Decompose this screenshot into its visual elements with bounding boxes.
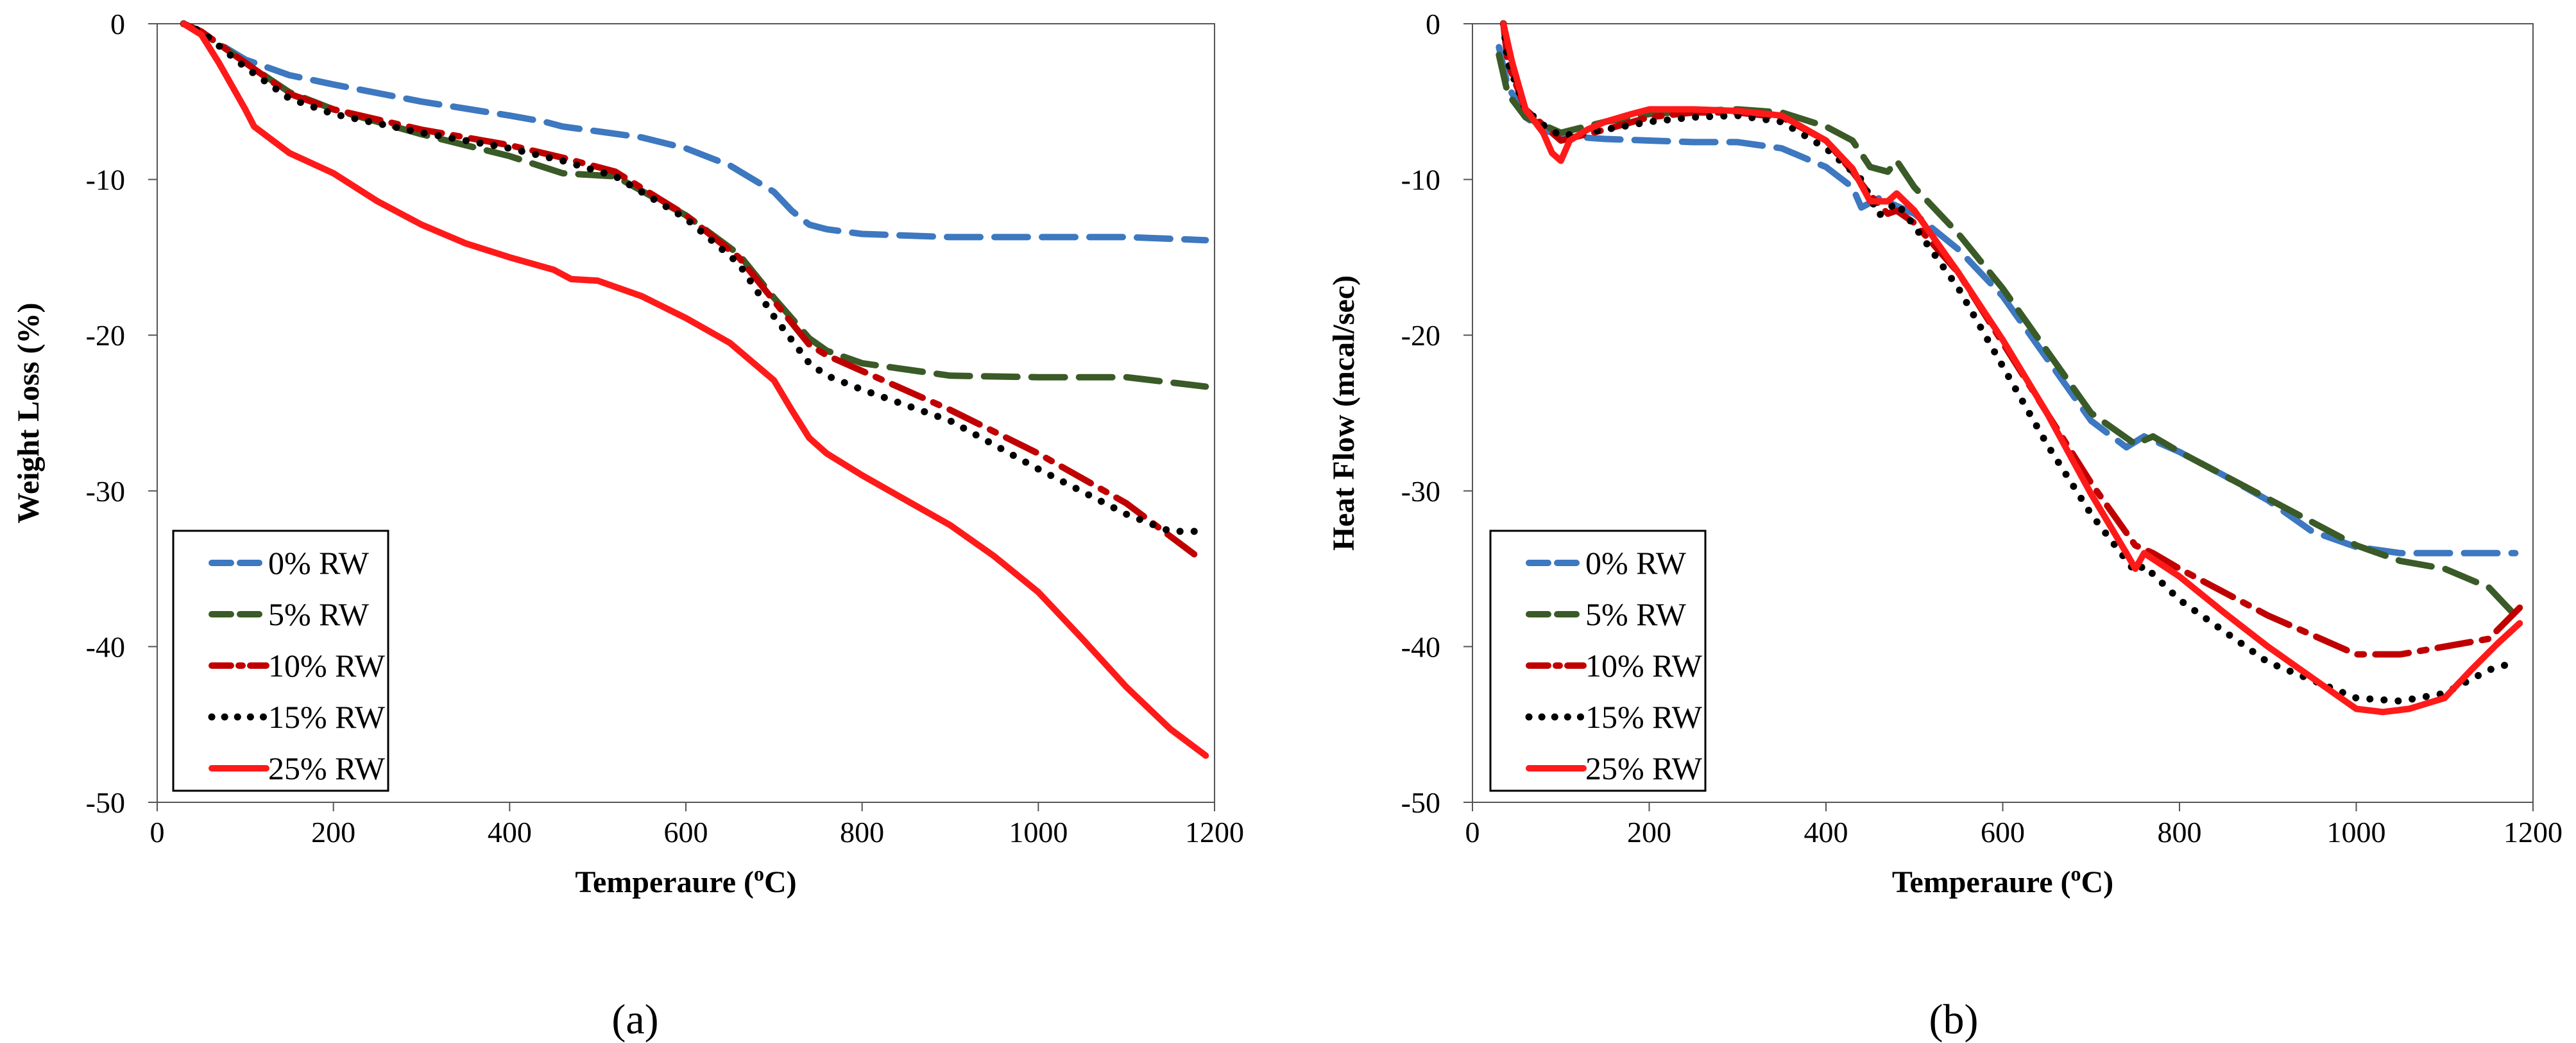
x-tick-label: 800: [2158, 816, 2202, 849]
legend-label: 10% RW: [1585, 648, 1703, 684]
panel-label: (a): [611, 996, 658, 1043]
x-axis-label-end: C): [2081, 865, 2113, 899]
x-axis-label-sup: o: [754, 862, 764, 885]
x-axis-label-main: Temperaure (: [575, 865, 754, 899]
x-axis-label-main: Temperaure (: [1892, 865, 2071, 899]
series-line-10pct-rw: [1500, 21, 2523, 658]
series-line-0pct-rw: [180, 21, 1209, 244]
y-tick-label: 0: [110, 8, 125, 40]
y-axis-label: Heat Flow (mcal/sec): [1327, 275, 1361, 551]
y-axis-label: Weight Loss (%): [12, 302, 46, 523]
x-tick-label: 200: [1627, 816, 1671, 849]
chart-panel-a: 0 200 400 600 800 1000 1200 0 -10 -20 -30 -40 -50 Tem…: [12, 8, 1244, 1043]
x-tick-label: 1000: [1009, 816, 1068, 849]
legend-label: 25% RW: [268, 750, 386, 786]
chart-panel-b: 0 200 400 600 800 1000 1200 0 -10 -20 -30 -40 -50 Tem…: [1327, 8, 2563, 1043]
x-tick-label: 600: [1981, 816, 2025, 849]
legend-label: 0% RW: [268, 545, 370, 581]
x-tick-label: 1000: [2327, 816, 2386, 849]
y-tick-label: -40: [86, 630, 125, 663]
x-axis-label-sup: o: [2070, 862, 2081, 885]
legend-label: 10% RW: [268, 648, 386, 684]
legend-box: [1489, 530, 1707, 792]
x-tick-label: 200: [311, 816, 355, 849]
x-axis-label-end: C): [764, 865, 797, 899]
legend-label: 25% RW: [1585, 750, 1703, 786]
x-tick-label: 400: [488, 816, 532, 849]
y-tick-label: -30: [1401, 475, 1440, 508]
y-tick-label: -50: [1401, 786, 1440, 819]
legend-label: 15% RW: [1585, 699, 1703, 735]
x-tick-label: 0: [1465, 816, 1480, 849]
y-tick-label: -20: [86, 319, 125, 352]
series-line-10pct-rw: [180, 21, 1200, 560]
series-line-0pct-rw: [1496, 44, 2519, 556]
y-tick-label: -10: [86, 164, 125, 196]
y-tick-label: -20: [1401, 319, 1440, 352]
x-tick-label: 1200: [1185, 816, 1244, 849]
series-line-25pct-rw: [180, 21, 1209, 759]
legend-label: 15% RW: [268, 699, 386, 735]
legend-label: 0% RW: [1585, 545, 1687, 581]
x-tick-label: 400: [1804, 816, 1848, 849]
x-tick-label: 800: [840, 816, 884, 849]
series-line-15pct-rw: [180, 20, 1209, 535]
series-line-25pct-rw: [1500, 21, 2523, 716]
y-tick-label: -30: [86, 475, 125, 508]
legend-label: 5% RW: [1585, 596, 1687, 632]
x-axis-label: Temperaure (oC): [575, 862, 796, 899]
legend-label: 5% RW: [268, 596, 370, 632]
y-tick-label: -50: [86, 786, 125, 819]
y-tick-label: -10: [1401, 164, 1440, 196]
legend-box: [172, 530, 389, 792]
x-axis-label: Temperaure (oC): [1892, 862, 2113, 899]
y-tick-label: -40: [1401, 630, 1440, 663]
x-tick-label: 1200: [2503, 816, 2563, 849]
y-tick-label: 0: [1426, 8, 1440, 40]
x-tick-label: 0: [150, 816, 165, 849]
panel-label: (b): [1929, 996, 1979, 1043]
x-tick-label: 600: [664, 816, 708, 849]
